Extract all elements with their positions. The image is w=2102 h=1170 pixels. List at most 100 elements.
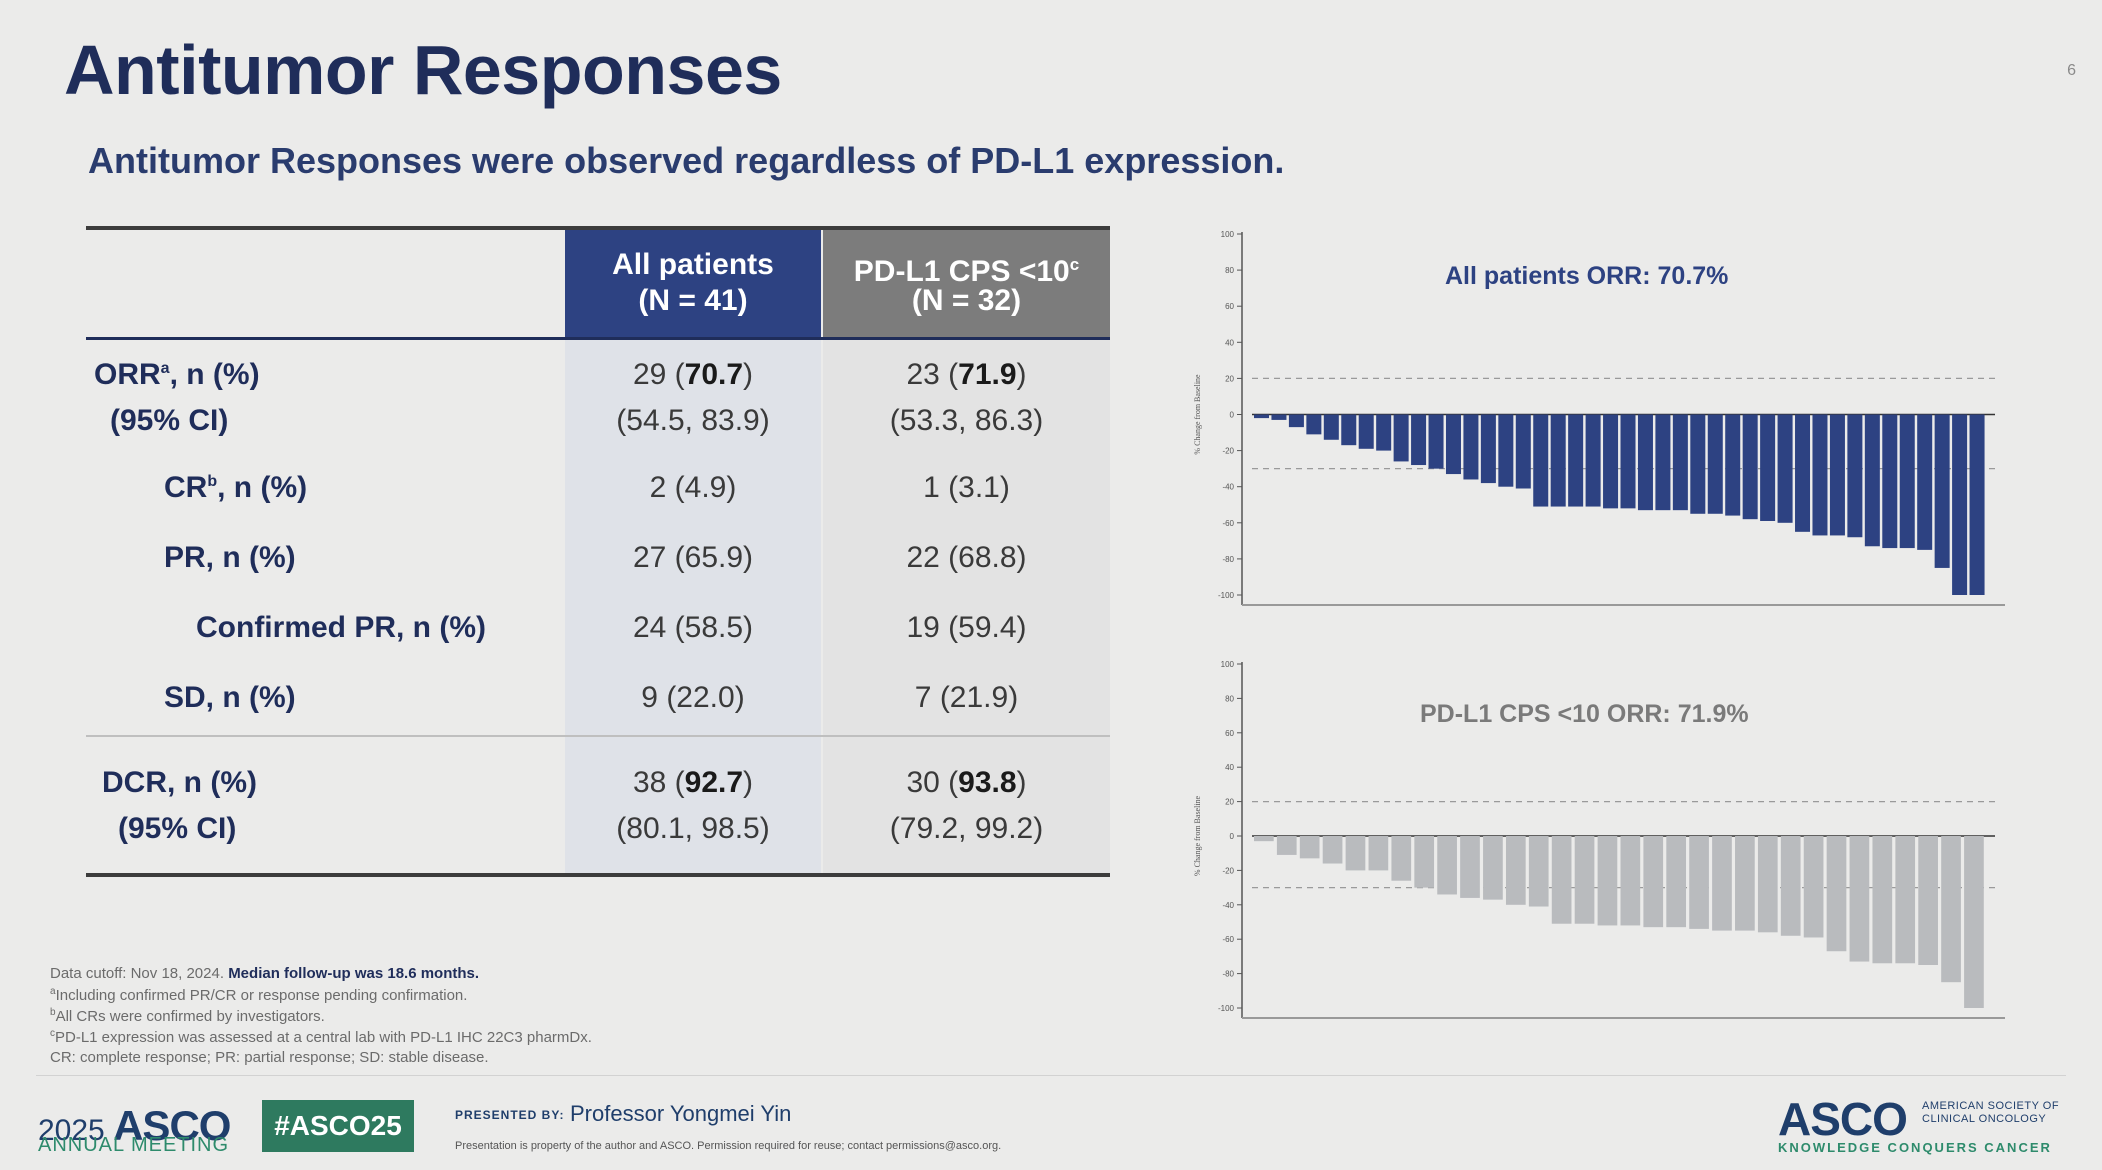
waterfall-bar bbox=[1917, 414, 1933, 550]
waterfall-bar bbox=[1460, 836, 1480, 898]
waterfall-bar bbox=[1411, 414, 1427, 466]
waterfall-bar bbox=[1528, 836, 1549, 907]
waterfall-bar bbox=[1780, 836, 1801, 936]
waterfall-bar bbox=[1254, 836, 1274, 842]
waterfall-bar bbox=[1368, 836, 1389, 871]
y-tick-label: -40 bbox=[1222, 901, 1234, 910]
waterfall-bar bbox=[1757, 836, 1778, 933]
chart-title-all-patients: All patients ORR: 70.7% bbox=[1445, 262, 1729, 290]
waterfall-bar bbox=[1918, 836, 1938, 965]
y-tick-label: -80 bbox=[1222, 555, 1234, 564]
waterfall-bar bbox=[1803, 836, 1824, 938]
table-bottom-rule bbox=[86, 873, 1110, 877]
asco-tagline: KNOWLEDGE CONQUERS CANCER bbox=[1778, 1140, 2052, 1155]
waterfall-bar bbox=[1620, 836, 1641, 926]
waterfall-bar bbox=[1655, 414, 1671, 511]
waterfall-bar bbox=[1735, 836, 1755, 931]
waterfall-bar bbox=[1306, 414, 1322, 435]
header-all-patients: All patients (N = 41) bbox=[565, 230, 821, 337]
waterfall-bar bbox=[1515, 414, 1531, 489]
waterfall-bar bbox=[1643, 836, 1664, 928]
y-tick-label: -80 bbox=[1222, 970, 1234, 979]
waterfall-bar bbox=[1672, 414, 1688, 511]
waterfall-bar bbox=[1505, 836, 1526, 905]
waterfall-bar bbox=[1463, 414, 1479, 480]
waterfall-bar bbox=[1376, 414, 1392, 451]
waterfall-bar bbox=[1864, 414, 1880, 547]
waterfall-bar bbox=[1603, 414, 1619, 509]
waterfall-bar bbox=[1742, 414, 1758, 520]
waterfall-bar bbox=[1414, 836, 1435, 888]
waterfall-bar bbox=[1428, 414, 1444, 469]
footer-rule bbox=[36, 1075, 2066, 1076]
hashtag-badge: #ASCO25 bbox=[262, 1100, 414, 1152]
slide-title: Antitumor Responses bbox=[64, 31, 782, 109]
y-tick-label: -100 bbox=[1218, 1004, 1235, 1013]
waterfall-bar bbox=[1323, 414, 1339, 440]
waterfall-bar bbox=[1872, 836, 1893, 964]
footnote-c: cPD-L1 expression was assessed at a cent… bbox=[50, 1028, 592, 1046]
waterfall-bar bbox=[1637, 414, 1653, 511]
waterfall-bar bbox=[1480, 414, 1496, 484]
y-tick-label: -20 bbox=[1222, 866, 1234, 875]
pdl1-column-shading bbox=[823, 340, 1110, 873]
row-label-orr-ci: (95% CI) bbox=[110, 404, 229, 437]
row-label-orr: ORRa, n (%) bbox=[94, 358, 260, 391]
waterfall-bar bbox=[1271, 414, 1287, 420]
waterfall-bar bbox=[1597, 836, 1618, 926]
waterfall-bar bbox=[1299, 836, 1320, 859]
cell-orr-all: 29 (70.7) bbox=[632, 358, 754, 391]
table-header-rule bbox=[86, 337, 1110, 340]
waterfall-bar bbox=[1882, 414, 1898, 549]
waterfall-bar bbox=[1777, 414, 1793, 523]
presented-by-label: PRESENTED BY: bbox=[455, 1108, 565, 1122]
cell-confirmed-pr-all: 24 (58.5) bbox=[632, 611, 754, 644]
cell-dcr-ci-pd: (79.2, 99.2) bbox=[889, 812, 1044, 845]
meeting-logo: 2025 ASCO bbox=[38, 1102, 231, 1149]
waterfall-bar bbox=[1276, 836, 1297, 855]
cell-orr-ci-all: (54.5, 83.9) bbox=[616, 404, 770, 437]
y-tick-label: 20 bbox=[1225, 374, 1234, 383]
y-tick-label: 100 bbox=[1221, 660, 1235, 669]
footnote-b: bAll CRs were confirmed by investigators… bbox=[50, 1007, 325, 1025]
waterfall-bar bbox=[1895, 836, 1916, 964]
row-label-pr: PR, n (%) bbox=[164, 541, 296, 574]
cell-cr-all: 2 (4.9) bbox=[649, 471, 737, 504]
header-pdl1: PD-L1 CPS <10c (N = 32) bbox=[823, 230, 1110, 337]
all-patients-column-shading bbox=[565, 340, 821, 873]
y-axis-title: % Change from Baseline bbox=[1193, 795, 1202, 876]
waterfall-bar bbox=[1550, 414, 1566, 507]
waterfall-bar bbox=[1690, 414, 1706, 514]
footnote-abbreviations: CR: complete response; PR: partial respo… bbox=[50, 1049, 489, 1066]
y-tick-label: -100 bbox=[1218, 591, 1235, 600]
y-axis-title: % Change from Baseline bbox=[1193, 374, 1202, 455]
waterfall-svg-pdl1: 100 80 60 40 20 0 -20 -40 -60 -80 -100 % Change fro… bbox=[1193, 660, 2005, 1019]
y-tick-label: 60 bbox=[1225, 729, 1234, 738]
waterfall-bar bbox=[1345, 836, 1366, 871]
y-tick-label: -20 bbox=[1222, 447, 1234, 456]
row-label-sd: SD, n (%) bbox=[164, 681, 296, 714]
waterfall-bar bbox=[1712, 836, 1732, 931]
cell-pr-all: 27 (65.9) bbox=[632, 541, 754, 574]
header-all-line1: All patients bbox=[612, 248, 774, 281]
waterfall-bar bbox=[1574, 836, 1595, 924]
cell-dcr-ci-all: (80.1, 98.5) bbox=[616, 812, 770, 845]
row-label-cr: CRb, n (%) bbox=[164, 471, 308, 504]
waterfall-bar bbox=[1829, 414, 1845, 536]
header-pd-line1: PD-L1 CPS <10c bbox=[853, 255, 1080, 288]
table-top-rule bbox=[86, 226, 1110, 230]
waterfall-bar bbox=[1551, 836, 1572, 924]
cell-orr-pd: 23 (71.9) bbox=[906, 358, 1027, 391]
y-tick-label: -40 bbox=[1222, 483, 1234, 492]
presenter-name: Professor Yongmei Yin bbox=[570, 1101, 792, 1126]
waterfall-bar bbox=[1666, 836, 1687, 928]
cell-confirmed-pr-pd: 19 (59.4) bbox=[906, 611, 1027, 644]
y-tick-label: 20 bbox=[1225, 798, 1234, 807]
waterfall-bar bbox=[1964, 836, 1984, 1008]
waterfall-bar bbox=[1689, 836, 1709, 929]
response-table: All patients (N = 41) PD-L1 CPS <10c (N … bbox=[86, 226, 1110, 878]
y-tick-label: 0 bbox=[1230, 411, 1235, 420]
waterfall-bar bbox=[1288, 414, 1304, 428]
row-label-dcr: DCR, n (%) bbox=[102, 766, 257, 799]
waterfall-bar bbox=[1322, 836, 1343, 864]
